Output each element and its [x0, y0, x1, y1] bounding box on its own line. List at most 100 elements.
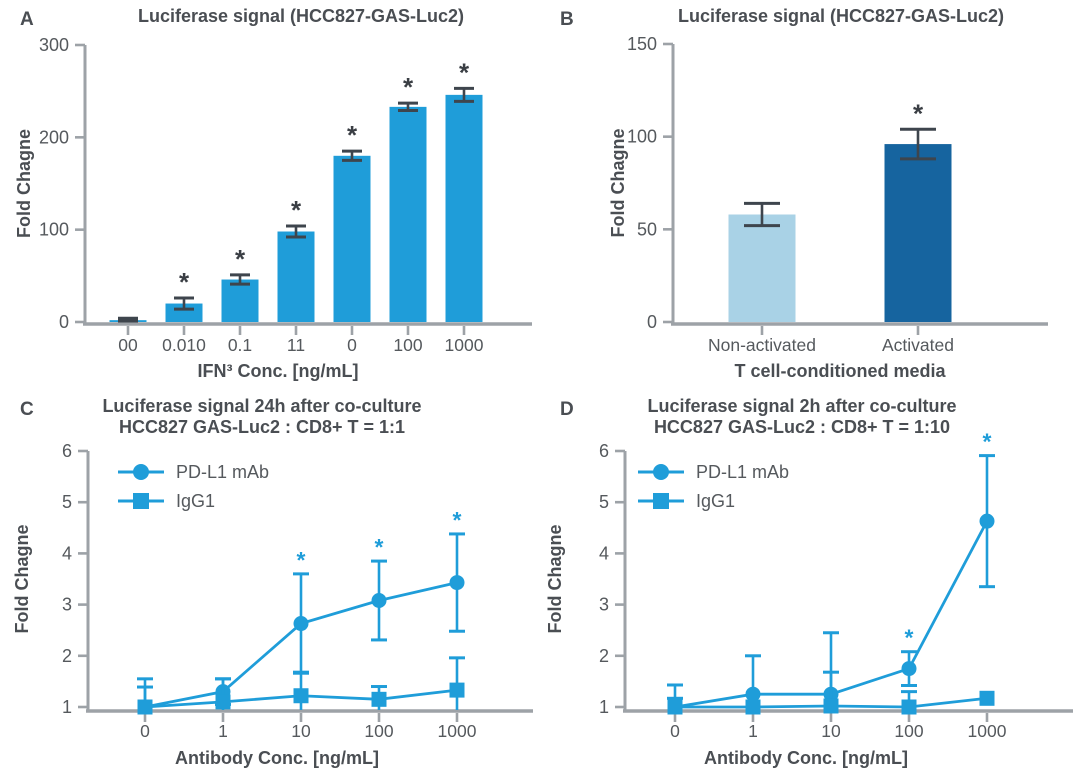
x-tick-label: 1000 [438, 721, 477, 741]
data-point-circle [745, 686, 761, 702]
legend-label: IgG1 [176, 491, 215, 511]
chart-title-line2: HCC827 GAS-Luc2 : CD8+ T = 1:1 [118, 417, 406, 437]
x-axis-label: T cell-conditioned media [734, 361, 946, 381]
axes: 1 2 3 4 5 6 0 1 10 100 1000 Antibody Conc. [ng/mL] F… [12, 441, 533, 768]
x-tick-label: 1 [748, 721, 758, 741]
axes: 0 100 200 300 00 0.010 0.1 11 0 100 1000 IFN³ Conc.… [14, 35, 532, 381]
data-point-square [137, 699, 153, 715]
x-axis-label: Antibody Conc. [ng/mL] [175, 748, 379, 768]
data-point-circle [979, 513, 995, 529]
x-tick-label: 100 [364, 721, 393, 741]
legend-square-marker [653, 493, 669, 509]
x-tick-label: 0 [140, 721, 150, 741]
y-tick-label: 4 [599, 543, 609, 563]
bar-chart-tcell-media: 0 50 100 150 Non-activated Activated T cell-co… [608, 34, 1048, 381]
panel-label-a: A [20, 9, 34, 30]
significance-asterisk: * [235, 244, 246, 274]
panel-c: C Luciferase signal 24h after co-culture… [0, 390, 540, 773]
legend-label: PD-L1 mAb [696, 462, 789, 482]
data-point-square [823, 698, 839, 714]
panel-c-title: Luciferase signal 24h after co-culture H… [0, 396, 524, 438]
significance-asterisk: * [347, 120, 358, 150]
y-tick-label: 0 [59, 312, 69, 332]
x-tick-label: 0.010 [162, 335, 206, 355]
bar [445, 94, 483, 322]
y-tick-label: 150 [627, 34, 657, 54]
legend-label: PD-L1 mAb [176, 462, 269, 482]
series-igg1 [667, 670, 995, 715]
y-axis-label: Fold Chagne [14, 129, 34, 238]
axes: 0 50 100 150 Non-activated Activated T cell-co… [608, 34, 1048, 381]
bar-chart-ifn-dose-response: 0 100 200 300 00 0.010 0.1 11 0 100 1000 IFN³ Conc.… [14, 35, 532, 381]
significance-markers: * [913, 98, 924, 128]
y-axis-label: Fold Chagne [12, 525, 32, 634]
significance-asterisk: * [459, 57, 470, 87]
y-tick-label: 2 [599, 646, 609, 666]
legend-square-marker [133, 493, 149, 509]
y-tick-label: 300 [39, 35, 69, 55]
x-tick-label: 100 [393, 335, 422, 355]
legend-label: IgG1 [696, 491, 735, 511]
x-tick-label: 1 [218, 721, 228, 741]
y-tick-label: 3 [62, 595, 72, 615]
bars [109, 94, 483, 322]
x-tick-label: 0 [670, 721, 680, 741]
x-tick-label: 0.1 [228, 335, 252, 355]
y-axis-label: Fold Chagne [608, 129, 628, 238]
bars [728, 144, 952, 322]
error-bars [744, 127, 936, 228]
significance-markers: * * * * * * [179, 57, 470, 297]
legend-circle-marker [133, 464, 149, 480]
significance-asterisk: * [905, 625, 914, 651]
y-tick-label: 50 [637, 219, 657, 239]
data-point-square [215, 694, 231, 710]
chart-title-line1: Luciferase signal (HCC827-GAS-Luc2) [137, 6, 465, 26]
bar [389, 106, 427, 322]
data-point-circle [449, 575, 465, 591]
data-point-circle [371, 593, 387, 609]
y-tick-label: 6 [62, 441, 72, 461]
x-tick-label: 11 [287, 335, 305, 355]
significance-asterisk: * [983, 429, 992, 455]
legend: PD-L1 mAb IgG1 [638, 462, 789, 511]
data-point-square [667, 699, 683, 715]
x-tick-label: Activated [882, 335, 954, 355]
chart-title-line2: HCC827 GAS-Luc2 : CD8+ T = 1:10 [653, 417, 951, 437]
series-pd-l1-mab: * * * [137, 507, 465, 715]
series-igg1 [137, 656, 465, 715]
data-point-square [293, 688, 309, 704]
y-tick-label: 100 [627, 127, 657, 147]
panel-b: B Luciferase signal (HCC827-GAS-Luc2) 0 5… [540, 0, 1080, 390]
x-tick-label: 00 [118, 335, 138, 355]
x-tick-label: Non-activated [708, 335, 816, 355]
bar [277, 231, 315, 322]
x-axis-label: IFN³ Conc. [ng/mL] [198, 361, 359, 381]
panel-b-title: Luciferase signal (HCC827-GAS-Luc2) [602, 6, 1080, 27]
chart-title-line1: Luciferase signal 2h after co-culture [647, 396, 957, 416]
data-point-square [901, 699, 917, 715]
x-tick-label: 10 [821, 721, 841, 741]
axes: 1 2 3 4 5 6 0 1 10 100 1000 Antibody Conc. [ng/mL] F… [545, 441, 1073, 768]
panel-a: A Luciferase signal (HCC827-GAS-Luc2) 0 1… [0, 0, 540, 390]
significance-asterisk: * [375, 534, 384, 560]
y-tick-label: 5 [62, 492, 72, 512]
x-tick-label: 100 [894, 721, 923, 741]
y-tick-label: 100 [39, 220, 69, 240]
panel-d-title: Luciferase signal 2h after co-culture HC… [540, 396, 1064, 438]
y-tick-label: 1 [62, 697, 72, 717]
x-axis-label: Antibody Conc. [ng/mL] [704, 748, 908, 768]
y-tick-label: 0 [647, 312, 657, 332]
data-point-square [745, 699, 761, 715]
bar [333, 155, 371, 322]
significance-asterisk: * [297, 547, 306, 573]
significance-asterisk: * [453, 507, 462, 533]
y-tick-label: 4 [62, 543, 72, 563]
legend-circle-marker [653, 464, 669, 480]
x-tick-label: 10 [291, 721, 311, 741]
y-tick-label: 200 [39, 127, 69, 147]
line-chart-coculture-2h: 1 2 3 4 5 6 0 1 10 100 1000 Antibody Conc. [ng/mL] F… [545, 429, 1073, 768]
panel-label-b: B [560, 9, 574, 30]
y-tick-label: 2 [62, 646, 72, 666]
x-tick-label: 1000 [968, 721, 1007, 741]
